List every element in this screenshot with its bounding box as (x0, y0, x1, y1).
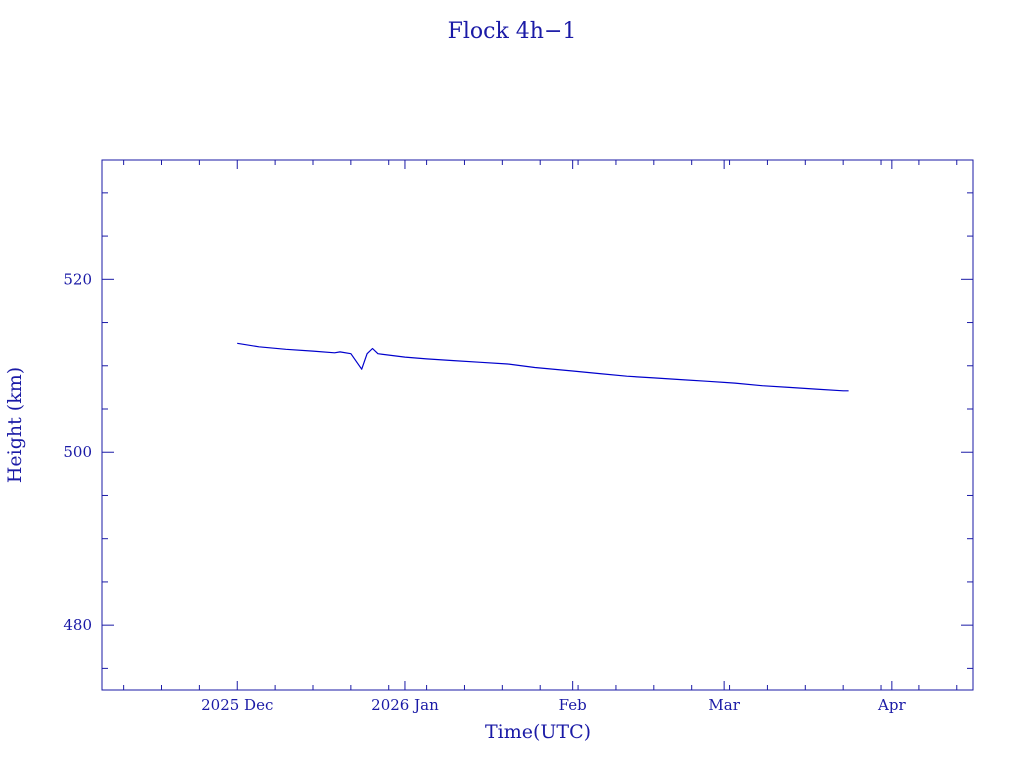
y-tick-labels: 480 500 520 (63, 270, 92, 634)
x-tick-label: 2026 Jan (371, 696, 439, 714)
y-tick-label: 500 (63, 443, 92, 461)
x-tick-labels: 2025 Dec 2026 Jan Feb Mar Apr (201, 696, 906, 714)
y-ticks (102, 192, 973, 669)
chart-title: Flock 4h−1 (448, 19, 577, 44)
y-tick-label: 520 (63, 270, 92, 288)
series-layer (237, 342, 849, 392)
y-axis-label: Height (km) (4, 367, 26, 483)
y-tick-label: 480 (63, 616, 92, 634)
plot-frame (101, 159, 974, 691)
x-tick-label: Apr (877, 696, 906, 714)
x-axis-label: Time(UTC) (485, 721, 591, 743)
series-line (237, 342, 849, 392)
x-tick-label: Feb (559, 696, 587, 714)
x-tick-label: Mar (708, 696, 740, 714)
x-tick-label: 2025 Dec (201, 696, 273, 714)
x-ticks (123, 160, 958, 690)
